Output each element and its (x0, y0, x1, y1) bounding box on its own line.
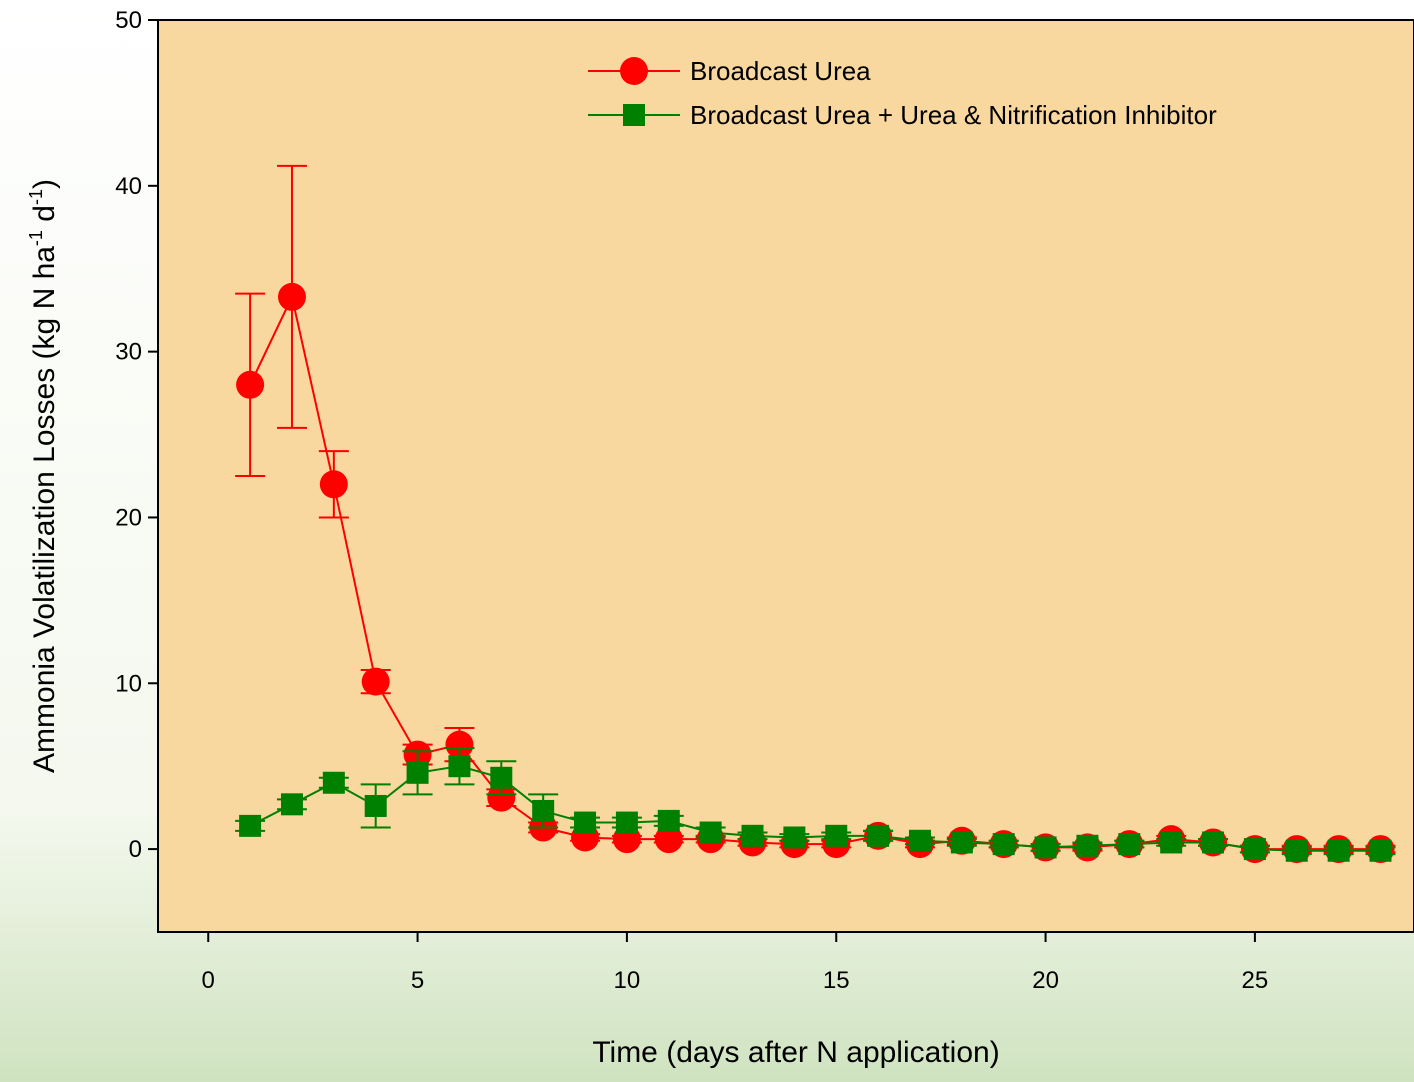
data-point (407, 762, 429, 784)
data-point (742, 825, 764, 847)
x-tick-label: 5 (411, 967, 424, 994)
y-label-sup: -1 (26, 230, 46, 246)
legend-text: Broadcast Urea + Urea & Nitrification In… (690, 100, 1217, 130)
data-point (1160, 831, 1182, 853)
y-tick-label: 10 (115, 670, 142, 697)
x-tick-label: 10 (614, 967, 641, 994)
data-point (1035, 836, 1057, 858)
data-point (323, 772, 345, 794)
data-point (320, 470, 348, 498)
data-point (278, 283, 306, 311)
y-label-part: d (28, 205, 61, 230)
data-point (1244, 838, 1266, 860)
data-point (1370, 840, 1392, 862)
data-point (362, 668, 390, 696)
data-point (700, 822, 722, 844)
data-point (281, 793, 303, 815)
y-label-sup: -1 (26, 189, 46, 205)
data-point (236, 371, 264, 399)
data-point (532, 800, 554, 822)
data-point (490, 767, 512, 789)
legend-marker (620, 57, 648, 85)
data-point (783, 826, 805, 848)
x-tick-label: 15 (823, 967, 850, 994)
data-point (658, 810, 680, 832)
data-point (1328, 840, 1350, 862)
data-point (616, 812, 638, 834)
x-tick-label: 0 (202, 967, 215, 994)
data-point (574, 812, 596, 834)
legend-text: Broadcast Urea (690, 56, 871, 86)
data-point (993, 833, 1015, 855)
y-label-part: ) (28, 179, 61, 189)
x-tick-label: 20 (1032, 967, 1059, 994)
data-point (951, 831, 973, 853)
plot-background (158, 20, 1414, 932)
y-tick-label: 30 (115, 339, 142, 366)
y-tick-label: 50 (115, 7, 142, 34)
legend-marker (623, 104, 645, 126)
data-point (1118, 833, 1140, 855)
data-point (1286, 840, 1308, 862)
y-tick-label: 20 (115, 504, 142, 531)
data-point (867, 825, 889, 847)
data-point (239, 815, 261, 837)
data-point (1202, 831, 1224, 853)
data-point (365, 795, 387, 817)
y-tick-label: 0 (129, 836, 142, 863)
plot-area: 0 10 20 30 40 50 0 5 10 15 20 25 Broadcast Urea Broad… (115, 7, 1414, 994)
data-point (825, 825, 847, 847)
y-tick-label: 40 (115, 173, 142, 200)
x-axis-label: Time (days after N application) (592, 1036, 999, 1069)
data-point (909, 830, 931, 852)
chart: 0 10 20 30 40 50 0 5 10 15 20 25 Broadcast Urea Broad… (0, 0, 1414, 1082)
y-label-part: Ammonia Volatilization Losses (kg N ha (28, 246, 61, 773)
data-point (448, 755, 470, 777)
data-point (1076, 835, 1098, 857)
x-tick-label: 25 (1242, 967, 1269, 994)
y-axis-label: Ammonia Volatilization Losses (kg N ha-1… (26, 179, 61, 773)
